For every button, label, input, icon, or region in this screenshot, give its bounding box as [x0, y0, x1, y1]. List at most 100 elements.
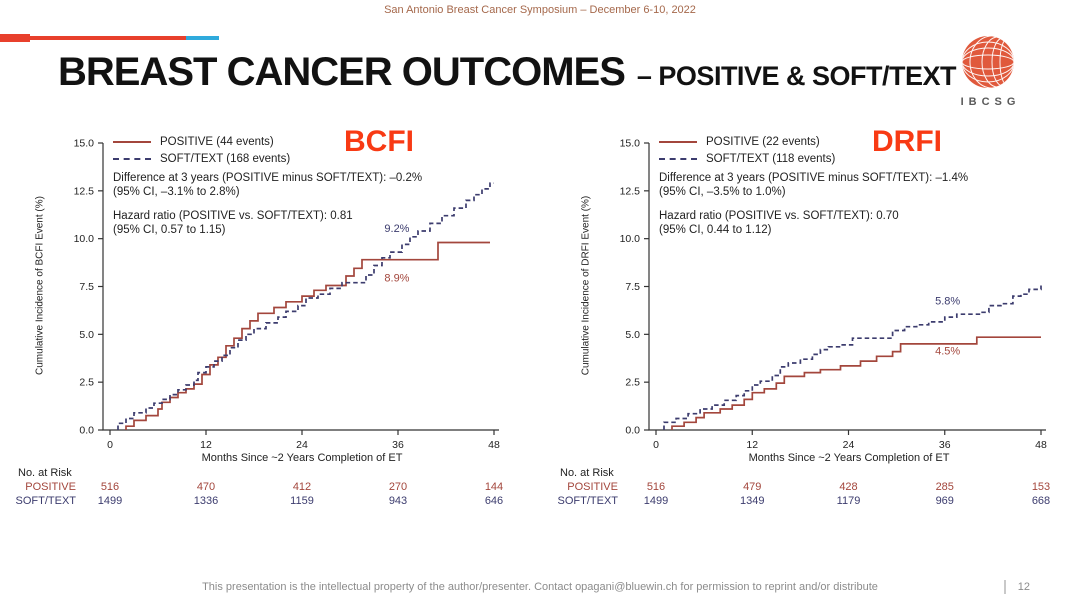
risk-value: 144 [484, 481, 504, 493]
y-tick-label: 5.0 [625, 329, 640, 341]
legend-label-positive: POSITIVE (44 events) [160, 135, 274, 148]
accent-bar-blue [186, 36, 219, 40]
stats-line: Hazard ratio (POSITIVE vs. SOFT/TEXT): 0… [659, 210, 899, 222]
stats-line: Difference at 3 years (POSITIVE minus SO… [659, 172, 969, 184]
footer-copyright: This presentation is the intellectual pr… [202, 581, 878, 593]
risk-value: 943 [388, 495, 408, 507]
x-tick-label: 0 [107, 439, 113, 451]
x-tick-label: 0 [653, 439, 659, 451]
risk-value: 285 [935, 481, 954, 493]
stats-block-bcfi: Difference at 3 years (POSITIVE minus SO… [113, 171, 422, 237]
y-tick-label: 5.0 [79, 329, 94, 341]
plot-drfi: 0.0 2.5 5.0 7.5 10.0 12.5 15.0 0 12 24 36 48 5.8% 4.5… [620, 138, 1047, 452]
risk-value: 1159 [290, 495, 314, 507]
accent-bar-red [0, 36, 186, 40]
risk-value: 479 [743, 481, 762, 493]
risk-value: 516 [100, 481, 120, 493]
stats-block-drfi: Difference at 3 years (POSITIVE minus SO… [659, 171, 968, 237]
risk-value: 1336 [193, 495, 219, 507]
risk-value: 153 [1031, 481, 1051, 493]
slide-title-sub: – POSITIVE & SOFT/TEXT [636, 61, 957, 91]
risk-value: 470 [196, 481, 216, 493]
y-tick-label: 0.0 [79, 425, 94, 437]
series-line [663, 285, 1042, 430]
x-tick-label: 48 [488, 439, 500, 451]
legend-label-softtext: SOFT/TEXT (118 events) [706, 152, 836, 165]
risk-value: 668 [1031, 495, 1051, 507]
y-axis-label-bcfi: Cumulative Incidence of BCFI Event (%) [34, 196, 46, 375]
annotation-label: 9.2% [384, 223, 409, 235]
annotation-label: 4.5% [935, 345, 960, 357]
y-axis-label-drfi: Cumulative Incidence of DRFI Event (%) [580, 195, 592, 376]
page-number-divider [1004, 580, 1006, 594]
legend-row-positive: POSITIVE (44 events) [113, 133, 290, 150]
y-tick-label: 7.5 [79, 281, 94, 293]
globe-icon [962, 36, 1014, 88]
stats-line: (95% CI, 0.57 to 1.15) [113, 224, 226, 236]
y-tick-label: 10.0 [74, 233, 95, 245]
x-tick-label: 48 [1035, 439, 1047, 451]
annotation-label: 8.9% [384, 273, 409, 285]
legend-drfi: POSITIVE (22 events) SOFT/TEXT (118 even… [659, 133, 835, 167]
x-tick-label: 24 [843, 439, 855, 451]
risk-value: 516 [646, 481, 666, 493]
stats-line: Hazard ratio (POSITIVE vs. SOFT/TEXT): 0… [113, 210, 353, 222]
y-tick-label: 7.5 [625, 281, 640, 293]
legend-row-positive: POSITIVE (22 events) [659, 133, 835, 150]
softtext-line-swatch [113, 157, 151, 160]
x-tick-label: 36 [392, 439, 404, 451]
stats-line: (95% CI, 0.44 to 1.12) [659, 224, 772, 236]
stats-line: (95% CI, –3.1% to 2.8%) [113, 186, 240, 198]
y-tick-label: 12.5 [74, 185, 95, 197]
risk-table-title: No. at Risk [560, 467, 614, 479]
chart-title-bcfi: BCFI [344, 125, 414, 158]
risk-value: 428 [839, 481, 858, 493]
legend-bcfi: POSITIVE (44 events) SOFT/TEXT (168 even… [113, 133, 290, 167]
risk-value: 270 [388, 481, 408, 493]
y-tick-label: 10.0 [620, 233, 641, 245]
risk-row-label-softtext: SOFT/TEXT [557, 495, 619, 507]
page-number: 12 [1017, 581, 1030, 593]
stats-line: (95% CI, –3.5% to 1.0%) [659, 186, 786, 198]
legend-row-softtext: SOFT/TEXT (168 events) [113, 150, 290, 167]
slide-title: BREAST CANCER OUTCOMES – POSITIVE & SOFT… [58, 50, 956, 95]
ibcsg-logo-text: IBCSG [960, 96, 1021, 108]
risk-value: 412 [292, 481, 312, 493]
plot-bcfi: 0.0 2.5 5.0 7.5 10.0 12.5 15.0 0 12 24 36 48 9.2% 8.9… [74, 138, 500, 452]
x-tick-label: 24 [296, 439, 308, 451]
risk-value: 1499 [97, 495, 123, 507]
y-tick-label: 12.5 [620, 185, 641, 197]
risk-value: 1499 [643, 495, 669, 507]
x-axis-label-bcfi: Months Since ~2 Years Completion of ET [201, 452, 403, 464]
y-tick-label: 15.0 [74, 138, 95, 150]
ibcsg-logo: IBCSG [952, 34, 1024, 108]
y-tick-label: 2.5 [625, 377, 640, 389]
y-tick-label: 15.0 [620, 138, 641, 150]
risk-value: 646 [484, 495, 504, 507]
legend-label-softtext: SOFT/TEXT (168 events) [160, 152, 291, 165]
positive-line-swatch [659, 140, 697, 143]
softtext-line-swatch [659, 157, 697, 160]
x-tick-label: 12 [200, 439, 212, 451]
y-tick-label: 0.0 [625, 425, 640, 437]
series-line [117, 182, 494, 430]
annotation-label: 5.8% [935, 296, 960, 308]
risk-value: 1349 [740, 495, 765, 507]
series-line [125, 241, 490, 430]
risk-row-label-softtext: SOFT/TEXT [15, 495, 77, 507]
y-tick-label: 2.5 [79, 377, 94, 389]
x-tick-label: 36 [939, 439, 951, 451]
positive-line-swatch [113, 140, 151, 143]
risk-table-title: No. at Risk [18, 467, 72, 479]
symposium-header: San Antonio Breast Cancer Symposium – De… [384, 4, 696, 16]
series-line [671, 336, 1041, 430]
chart-title-drfi: DRFI [872, 125, 942, 158]
stats-line: Difference at 3 years (POSITIVE minus SO… [113, 172, 423, 184]
legend-label-positive: POSITIVE (22 events) [706, 135, 820, 148]
risk-row-label-positive: POSITIVE [567, 481, 618, 493]
x-axis-label-drfi: Months Since ~2 Years Completion of ET [748, 452, 950, 464]
risk-value: 969 [935, 495, 954, 507]
slide-title-main: BREAST CANCER OUTCOMES [58, 50, 626, 94]
risk-row-label-positive: POSITIVE [25, 481, 76, 493]
